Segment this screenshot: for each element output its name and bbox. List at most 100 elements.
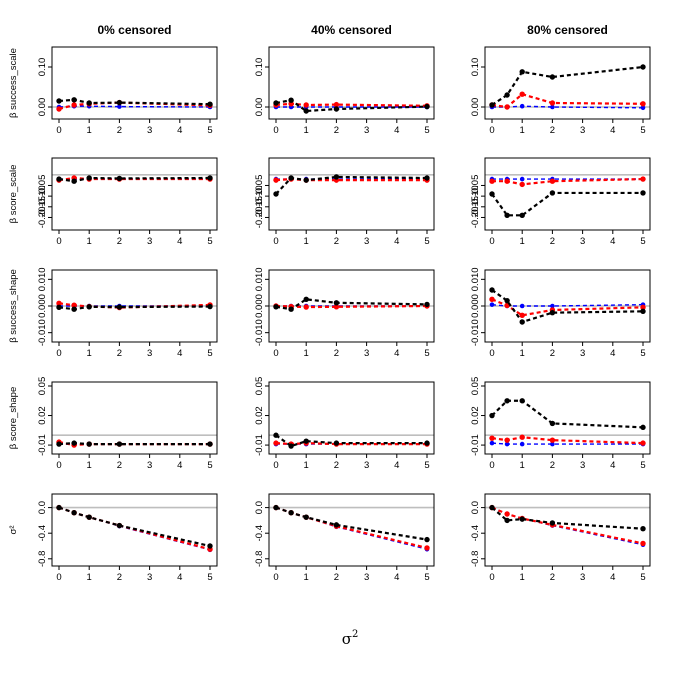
data-point-red (519, 312, 525, 319)
x-tick-label: 4 (394, 572, 399, 583)
data-point-red (549, 100, 556, 106)
data-point-black (71, 97, 77, 103)
panel-frame (484, 157, 651, 231)
series-line-black (275, 506, 428, 541)
y-tick-label: 0.010 (254, 267, 265, 291)
panel: 0 1 2 3 4 5 0.00 0.10 (254, 46, 435, 136)
data-point-red (273, 440, 279, 446)
panel-frame (268, 381, 435, 455)
x-tick-label: 2 (334, 460, 339, 471)
x-axis-label: σ2 (342, 629, 359, 648)
y-tick-label: 0.10 (254, 58, 265, 77)
data-point-blue (519, 441, 525, 447)
x-tick-label: 3 (364, 348, 369, 359)
series-line-black (491, 506, 644, 530)
y-tick-label: 0.00 (37, 98, 48, 117)
data-point-red (640, 540, 646, 547)
data-point-black (549, 190, 556, 196)
y-tick-label: 0.02 (254, 406, 265, 425)
data-point-black (549, 74, 556, 80)
data-point-black (303, 108, 309, 114)
data-point-black (288, 175, 294, 181)
panel: 0 1 2 3 4 5 0.00 0.10 (470, 46, 651, 136)
panel-frame (484, 46, 651, 120)
x-tick-label: 1 (87, 460, 92, 471)
y-tick-label: -0.20 (254, 207, 265, 229)
y-tick-label: 0.00 (254, 98, 265, 117)
y-tick-label: -0.05 (254, 175, 265, 197)
panel: 0 1 2 3 4 5 0.010 0.000-0.010 (470, 267, 651, 359)
x-tick-label: 0 (56, 125, 61, 136)
series-line-black (275, 298, 428, 311)
data-point-blue (640, 105, 646, 111)
y-tick-label: -0.10 (37, 185, 48, 207)
x-tick-label: 3 (580, 348, 585, 359)
data-point-black (71, 306, 77, 312)
x-tick-label: 3 (580, 572, 585, 583)
y-tick-label: -0.01 (37, 434, 48, 456)
data-point-black (333, 300, 340, 306)
x-tick-label: 5 (207, 348, 212, 359)
data-point-black (519, 69, 525, 75)
y-tick-label: -0.05 (37, 175, 48, 197)
series-line-blue (491, 506, 644, 546)
data-point-red (519, 434, 525, 440)
x-tick-label: 2 (550, 572, 555, 583)
data-point-red (424, 545, 430, 551)
panel-frame (268, 157, 435, 231)
x-tick-label: 2 (117, 460, 122, 471)
panel-frame (51, 493, 218, 567)
x-tick-label: 5 (640, 125, 645, 136)
x-tick-label: 1 (520, 572, 525, 583)
data-point-black (56, 504, 62, 511)
x-tick-label: 4 (177, 348, 182, 359)
data-point-red (333, 101, 340, 108)
y-tick-label: 0.02 (37, 406, 48, 425)
data-point-red (489, 178, 495, 184)
y-tick-label: -0.01 (470, 434, 481, 456)
panel: 0 1 2 3 4 5 0.00 0.10 (37, 46, 218, 136)
panel: 0 1 2 3 4 5 0.0 -0.4 -0.8 (254, 493, 435, 583)
data-point-black (489, 412, 495, 419)
x-tick-label: 1 (520, 236, 525, 247)
data-point-blue (489, 440, 495, 446)
data-point-red (504, 437, 510, 443)
x-tick-label: 2 (334, 572, 339, 583)
x-tick-label: 2 (117, 572, 122, 583)
series-line-red (491, 92, 644, 109)
data-point-red (56, 300, 62, 307)
x-tick-label: 0 (56, 236, 61, 247)
data-point-red (273, 177, 279, 183)
x-tick-label: 4 (610, 125, 615, 136)
x-tick-label: 2 (334, 236, 339, 247)
data-point-black (116, 304, 123, 310)
column-title: 80% censored (527, 23, 608, 37)
data-point-red (640, 304, 646, 311)
panel: 0 1 2 3 4 5 0.010 0.000-0.010 (37, 267, 218, 359)
data-point-red (519, 91, 525, 97)
data-point-black (56, 441, 62, 447)
data-point-black (504, 297, 510, 304)
y-tick-label: -0.010 (470, 319, 481, 346)
data-point-black (207, 101, 213, 107)
x-tick-label: 3 (580, 460, 585, 471)
data-point-black (71, 178, 77, 184)
y-tick-label: -0.15 (254, 196, 265, 218)
y-tick-label: 0.000 (254, 294, 265, 318)
data-point-blue (550, 441, 555, 447)
data-point-black (333, 174, 340, 180)
x-tick-label: 5 (207, 460, 212, 471)
data-point-black (489, 287, 495, 293)
data-point-black (273, 191, 279, 197)
data-point-black (519, 319, 525, 325)
x-tick-label: 1 (87, 236, 92, 247)
y-tick-label: 0.05 (470, 377, 481, 396)
x-tick-label: 5 (640, 460, 645, 471)
x-tick-label: 1 (520, 125, 525, 136)
y-tick-label: 0.000 (37, 294, 48, 318)
data-point-black (116, 175, 123, 182)
row-y-label: β success_scale (8, 48, 19, 118)
data-point-black (86, 175, 92, 181)
panel-frame (51, 157, 218, 231)
x-tick-label: 0 (273, 236, 278, 247)
